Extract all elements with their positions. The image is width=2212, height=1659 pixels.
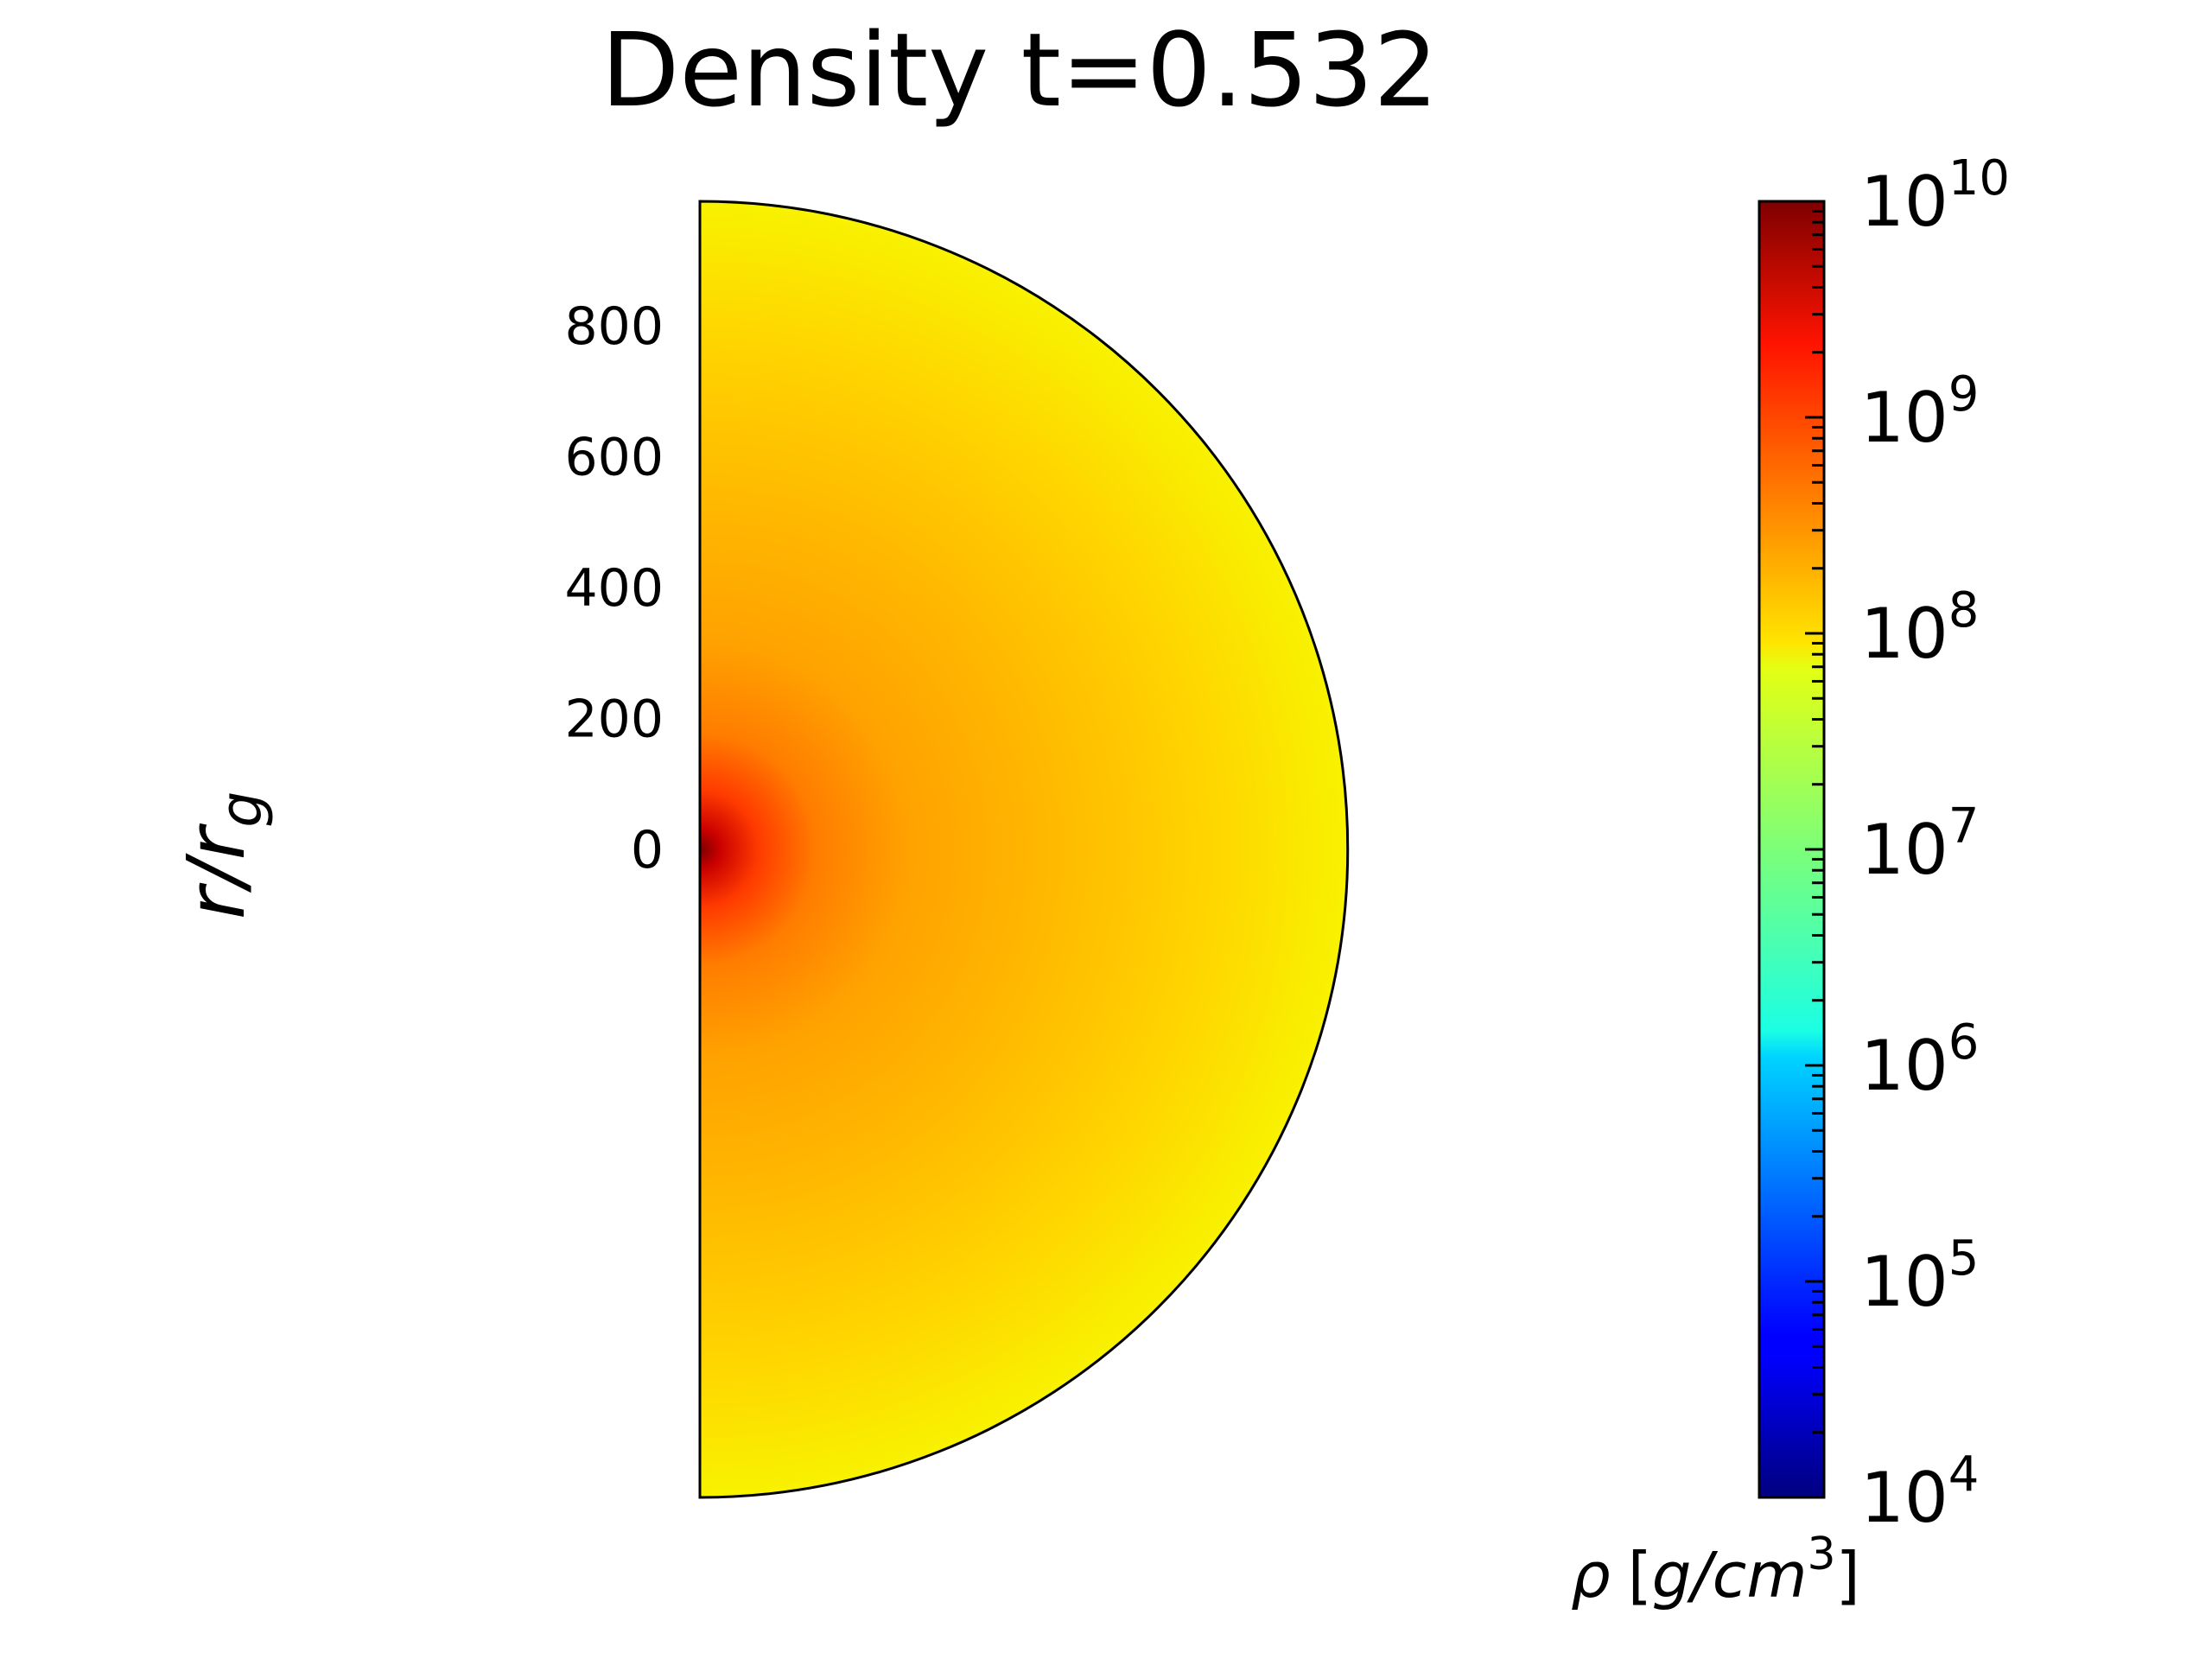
colorbar-tick-label: 109	[1860, 366, 1979, 458]
y-tick-label: 400	[564, 558, 664, 619]
colorbar-tick-label: 107	[1860, 798, 1979, 890]
colorbar-label-open: [	[1628, 1539, 1652, 1611]
colorbar-minor-ticks	[1812, 209, 1824, 1434]
y-axis-label-r: r	[170, 823, 263, 860]
y-tick-label: 0	[631, 820, 664, 880]
y-tick-label: 600	[564, 427, 664, 487]
y-axis-label-subscript: g	[208, 791, 275, 828]
chart-title: Density t=0.532	[601, 10, 1438, 130]
colorbar-label-unit: g/cm	[1652, 1539, 1808, 1611]
y-axis-label-base: r	[170, 882, 263, 919]
colorbar-tick-label: 108	[1860, 582, 1979, 674]
colorbar-label: ρ [g/cm3]	[1571, 1529, 1860, 1611]
density-half-disk	[698, 200, 1350, 1499]
colorbar-label-unit-sup: 3	[1807, 1529, 1835, 1580]
colorbar-label-close: ]	[1836, 1539, 1860, 1611]
colorbar-tick-label: 105	[1860, 1230, 1979, 1322]
colorbar-tick-label: 1010	[1860, 150, 2010, 242]
colorbar-label-symbol: ρ	[1571, 1539, 1611, 1611]
colorbar-tick-label: 106	[1860, 1014, 1979, 1106]
y-tick-label: 200	[564, 689, 664, 749]
y-tick-label: 800	[564, 296, 664, 357]
colorbar-ticks: 1010 109 108 107 106 105 104	[1805, 150, 2010, 1538]
y-axis-label: r/rg	[170, 791, 275, 920]
colorbar-tick-label: 104	[1860, 1446, 1979, 1538]
y-tick-labels: 800 600 400 200 0	[564, 296, 664, 880]
